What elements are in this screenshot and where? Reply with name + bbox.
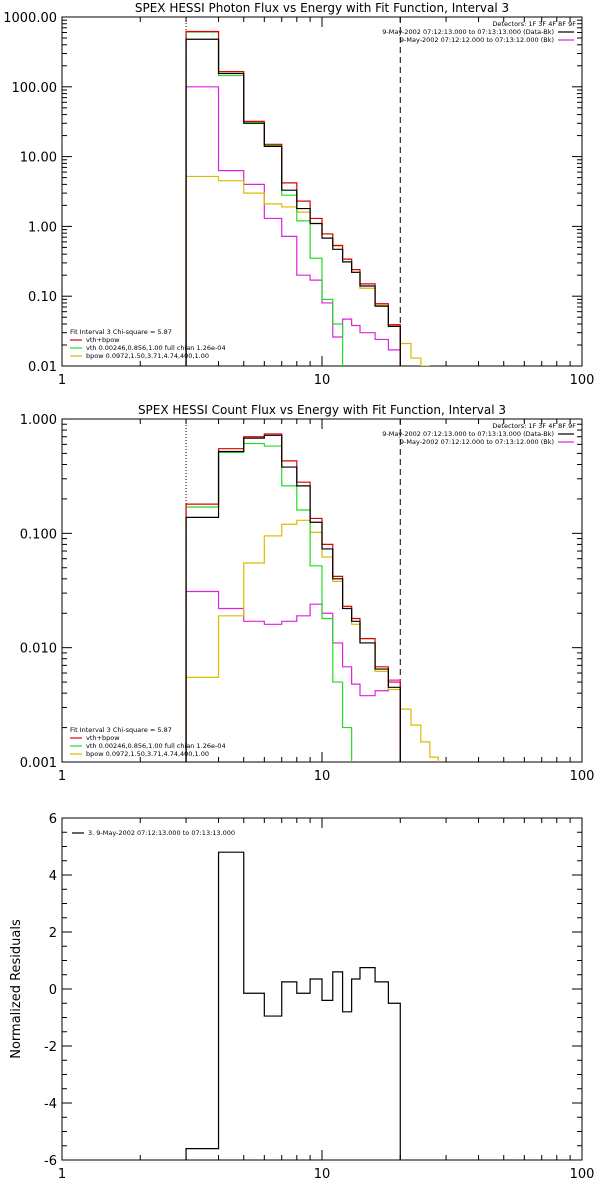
series-line-vth [185, 442, 353, 762]
y-tick-label: 0.01 [28, 360, 57, 375]
series-line-vth-bpow [185, 30, 401, 366]
y-tick-label: 6 [49, 812, 57, 827]
y-tick-label: 1000.00 [3, 11, 57, 26]
y-tick-label: 10.00 [20, 151, 57, 166]
y-tick-label: 0.001 [20, 756, 57, 771]
y-tick-label: -2 [44, 1040, 57, 1055]
y-tick-label: -4 [44, 1097, 57, 1112]
fit-header: Fit Interval 3 Chi-square = 5.87 [70, 726, 172, 734]
y-tick-label: 0.010 [20, 642, 57, 657]
y-tick-label: 0.100 [20, 527, 57, 542]
y-tick-label: 0 [49, 983, 57, 998]
legend-entry-label: bpow 0.0972,1.50,3.71,4.74,400,1.00 [86, 352, 209, 360]
photon-flux-panel: SPEX HESSI Photon Flux vs Energy with Fi… [3, 1, 594, 388]
legend-entry-label: vth+bpow [86, 336, 120, 344]
legend-entry-label: 9-May-2002 07:12:13.000 to 07:13:13.000 … [382, 28, 554, 36]
legend-entry-label: 3. 9-May-2002 07:12:13.000 to 07:13:13.0… [88, 829, 235, 837]
x-tick-label: 10 [314, 1167, 331, 1182]
x-tick-label: 10 [314, 769, 331, 784]
series-line-bpow [185, 175, 430, 366]
legend-entry-label: 9-May-2002 07:12:12.000 to 07:13:12.000 … [400, 438, 554, 446]
x-tick-label: 1 [58, 1167, 66, 1182]
detectors-label: Detectors: 1F 3F 4F 8F 9F [492, 422, 576, 430]
series-line-vth [185, 31, 344, 366]
legend-entry-label: vth 0.00246,0.856,1.00 full chian 1.26e-… [86, 344, 226, 352]
y-axis-label: Normalized Residuals [9, 919, 24, 1059]
legend-entry-label: 9-May-2002 07:12:13.000 to 07:13:13.000 … [382, 430, 554, 438]
x-tick-label: 1 [58, 373, 66, 388]
series-line-data-bk [185, 38, 401, 366]
legend-entry-label: vth 0.00246,0.856,1.00 full chian 1.26e-… [86, 742, 226, 750]
plot-frame [61, 16, 583, 367]
x-tick-label: 100 [570, 1167, 595, 1182]
residuals-panel: Normalized Residuals 1 10 100 -6 -4 -2 0 2 4 6 3. … [9, 812, 594, 1182]
y-tick-label: 0.10 [28, 290, 57, 305]
legend-entry-label: bpow 0.0972,1.50,3.71,4.74,400,1.00 [86, 750, 209, 758]
series-line-3-9-may-2002-07-12-13-000-to-07-13-13-000 [185, 851, 401, 1160]
y-tick-label: 1.000 [20, 413, 57, 428]
legend-entry-label: vth+bpow [86, 734, 120, 742]
y-tick-label: 2 [49, 926, 57, 941]
legend-entry-label: 9-May-2002 07:12:12.000 to 07:13:12.000 … [400, 36, 554, 44]
series-line-bk [185, 86, 401, 366]
x-tick-label: 100 [570, 769, 595, 784]
count-flux-panel: SPEX HESSI Count Flux vs Energy with Fit… [20, 403, 595, 784]
x-tick-label: 1 [58, 769, 66, 784]
y-tick-label: 4 [49, 869, 57, 884]
y-tick-label: 1.00 [28, 220, 57, 235]
x-tick-label: 100 [570, 373, 595, 388]
y-tick-label: -6 [44, 1154, 57, 1169]
detectors-label: Detectors: 1F 3F 4F 8F 9F [492, 20, 576, 28]
panel-title: SPEX HESSI Count Flux vs Energy with Fit… [138, 403, 506, 417]
y-tick-label: 100.00 [12, 81, 58, 96]
series-line-data-bk [185, 434, 401, 762]
fit-header: Fit Interval 3 Chi-square = 5.87 [70, 328, 172, 336]
panel-title: SPEX HESSI Photon Flux vs Energy with Fi… [135, 1, 509, 15]
x-tick-label: 10 [314, 373, 331, 388]
